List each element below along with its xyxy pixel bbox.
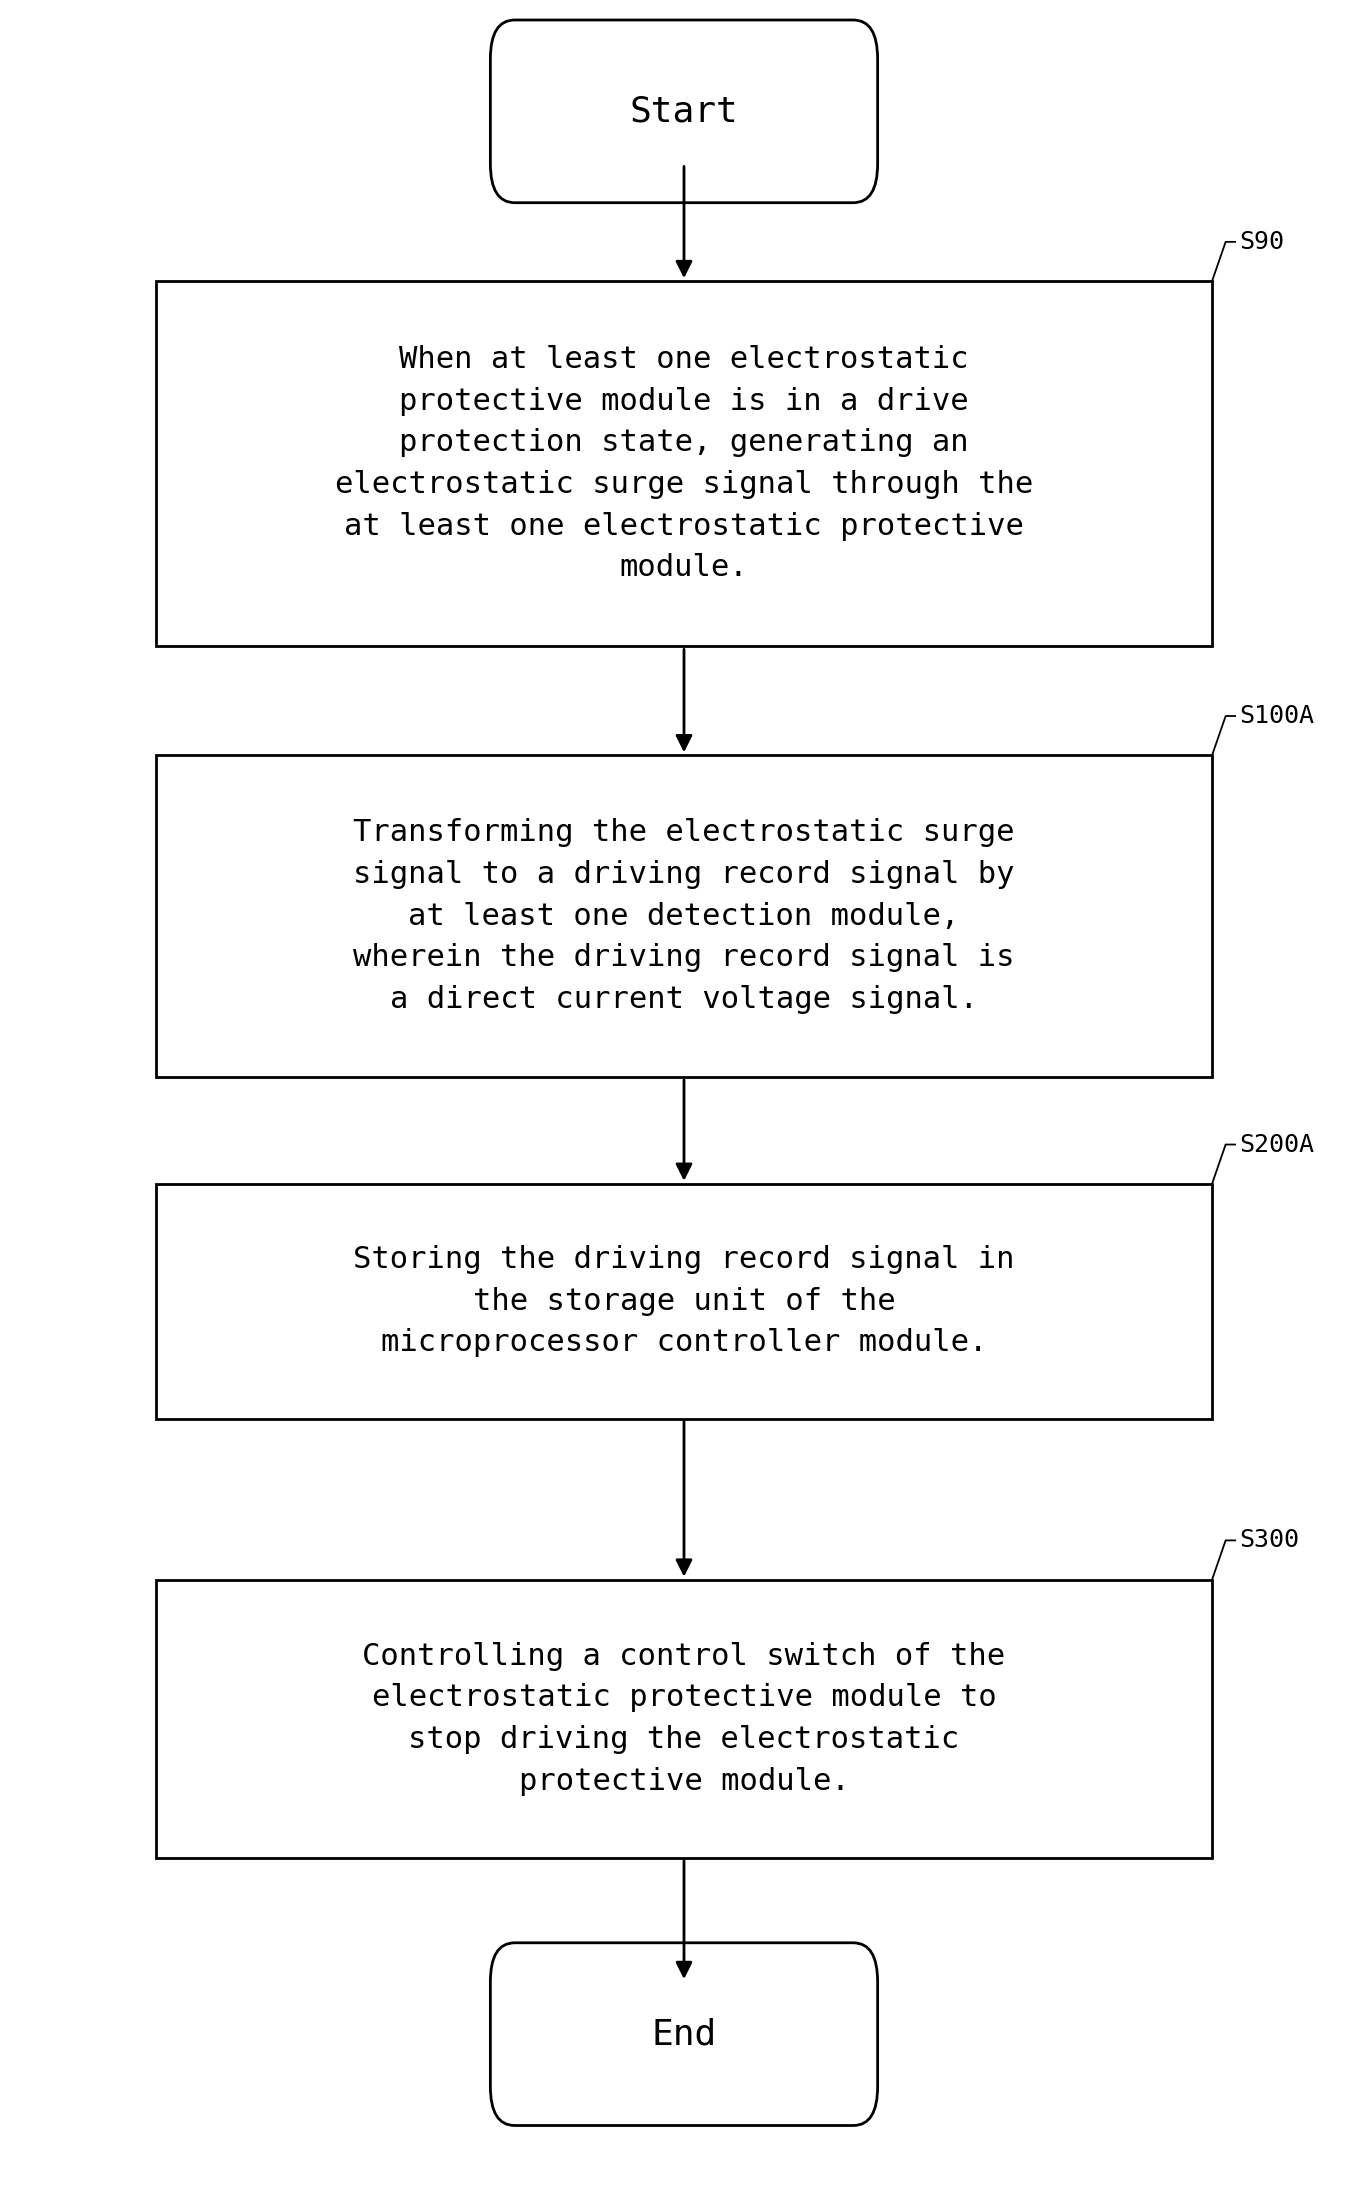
Text: S100A: S100A	[1239, 705, 1315, 729]
Text: S90: S90	[1239, 230, 1285, 254]
Text: Storing the driving record signal in
the storage unit of the
microprocessor cont: Storing the driving record signal in the…	[353, 1246, 1015, 1357]
Text: When at least one electrostatic
protective module is in a drive
protection state: When at least one electrostatic protecti…	[335, 346, 1033, 582]
FancyBboxPatch shape	[490, 1944, 878, 2126]
FancyBboxPatch shape	[156, 1580, 1212, 1858]
FancyBboxPatch shape	[490, 20, 878, 204]
Text: Start: Start	[629, 94, 739, 129]
Text: Transforming the electrostatic surge
signal to a driving record signal by
at lea: Transforming the electrostatic surge sig…	[353, 819, 1015, 1014]
FancyBboxPatch shape	[156, 1184, 1212, 1418]
Text: S300: S300	[1239, 1528, 1300, 1552]
FancyBboxPatch shape	[156, 755, 1212, 1077]
Text: Controlling a control switch of the
electrostatic protective module to
stop driv: Controlling a control switch of the elec…	[363, 1642, 1005, 1795]
Text: End: End	[651, 2016, 717, 2051]
FancyBboxPatch shape	[156, 280, 1212, 646]
Text: S200A: S200A	[1239, 1132, 1315, 1156]
